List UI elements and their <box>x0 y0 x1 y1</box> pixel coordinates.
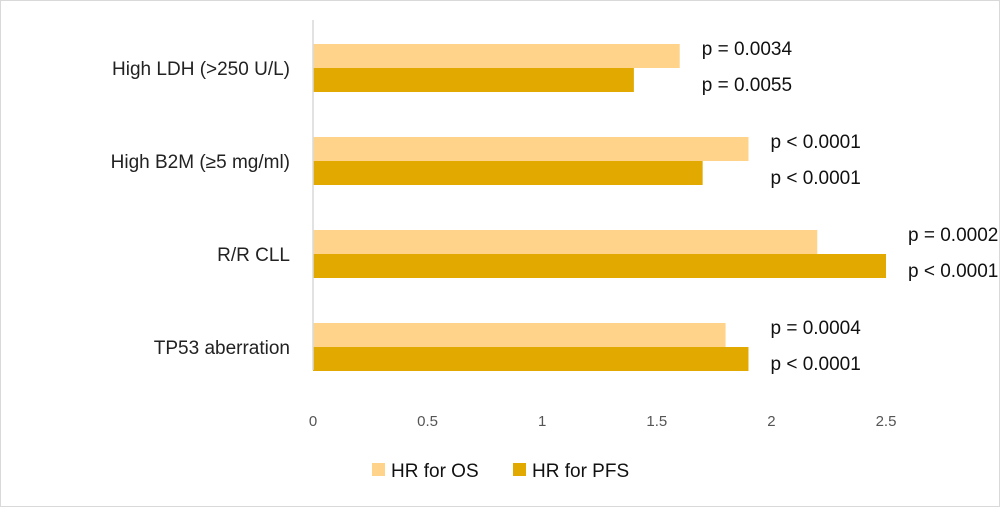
category-label: High B2M (≥5 mg/ml) <box>111 152 290 173</box>
legend-label: HR for OS <box>391 461 479 482</box>
p-value-label: p = 0.0004 <box>770 318 861 339</box>
bar-pfs <box>313 68 634 92</box>
category-label: High LDH (>250 U/L) <box>112 59 290 80</box>
bar-pfs <box>313 161 703 185</box>
x-tick-label: 2 <box>767 413 775 430</box>
p-value-label: p = 0.0055 <box>702 75 792 96</box>
bar-pfs <box>313 254 886 278</box>
p-value-label: p < 0.0001 <box>908 261 998 282</box>
bar-os <box>313 323 726 347</box>
bar-os <box>313 230 818 254</box>
legend-label: HR for PFS <box>532 461 629 482</box>
x-tick-label: 1.5 <box>646 413 667 430</box>
bar-pfs <box>313 347 749 371</box>
p-value-label: p < 0.0001 <box>770 168 860 189</box>
bar-os <box>313 137 749 161</box>
legend-swatch <box>513 463 526 476</box>
p-value-label: p = 0.0034 <box>702 39 793 60</box>
x-tick-label: 1 <box>538 413 546 430</box>
x-tick-label: 0 <box>309 413 317 430</box>
x-tick-label: 0.5 <box>417 413 438 430</box>
p-value-label: p < 0.0001 <box>770 132 860 153</box>
category-label: TP53 aberration <box>154 338 290 359</box>
p-value-label: p = 0.0002 <box>908 225 998 246</box>
x-tick-label: 2.5 <box>876 413 897 430</box>
category-label: R/R CLL <box>217 245 290 266</box>
bar-os <box>313 44 680 68</box>
p-value-label: p < 0.0001 <box>770 354 860 375</box>
legend-swatch <box>372 463 385 476</box>
